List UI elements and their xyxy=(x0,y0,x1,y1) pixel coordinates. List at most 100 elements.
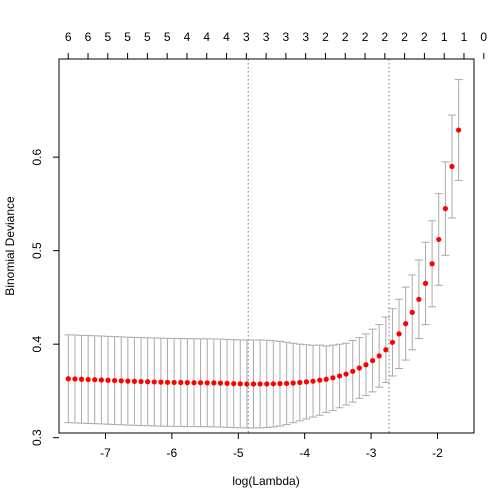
top-tick-label: 3 xyxy=(243,30,250,44)
y-tick-label: 0.3 xyxy=(30,429,44,446)
deviance-point xyxy=(297,379,303,386)
top-tick-label: 5 xyxy=(144,30,151,44)
deviance-point xyxy=(151,379,157,385)
top-tick-label: 6 xyxy=(85,30,92,44)
deviance-point xyxy=(403,321,409,327)
deviance-point xyxy=(303,379,310,385)
deviance-point xyxy=(191,380,197,386)
deviance-point xyxy=(323,376,329,382)
x-tick-label: -2 xyxy=(432,446,443,460)
x-tick-label: -3 xyxy=(366,446,377,460)
deviance-point xyxy=(204,380,210,386)
top-tick-label: 6 xyxy=(65,30,72,44)
deviance-point xyxy=(237,381,243,387)
deviance-point xyxy=(330,375,336,381)
deviance-point xyxy=(224,380,230,386)
top-tick-label: 5 xyxy=(104,30,111,44)
deviance-point xyxy=(310,378,316,384)
top-tick-label: 2 xyxy=(421,30,428,44)
deviance-point xyxy=(389,339,396,345)
deviance-point xyxy=(442,206,448,212)
deviance-point xyxy=(376,353,382,359)
deviance-point xyxy=(164,379,171,385)
deviance-point xyxy=(396,331,402,337)
x-tick-label: -5 xyxy=(233,446,244,460)
top-tick-label: 2 xyxy=(381,30,388,44)
deviance-point xyxy=(111,377,118,384)
deviance-point xyxy=(92,377,98,383)
deviance-point xyxy=(184,380,190,386)
top-tick-label: 4 xyxy=(203,30,210,44)
deviance-point xyxy=(343,371,349,377)
deviance-point xyxy=(257,381,263,387)
top-tick-label: 1 xyxy=(441,30,448,44)
y-axis: 0.3 0.4 0.5 0.6 xyxy=(30,149,59,446)
deviance-point xyxy=(158,379,164,385)
deviance-point xyxy=(211,380,217,386)
deviance-point xyxy=(98,377,104,383)
deviance-point xyxy=(264,381,270,387)
deviance-point xyxy=(422,280,429,286)
deviance-point xyxy=(290,380,296,386)
deviance-point xyxy=(138,378,144,385)
deviance-point xyxy=(118,378,124,384)
deviance-point xyxy=(231,381,237,387)
deviance-point xyxy=(250,381,257,387)
top-tick-label: 2 xyxy=(342,30,349,44)
deviance-point xyxy=(145,379,151,385)
deviance-point xyxy=(416,296,422,302)
deviance-point xyxy=(65,376,71,382)
x-tick-label: -4 xyxy=(299,446,310,460)
top-tick-label: 4 xyxy=(223,30,230,44)
deviance-point xyxy=(244,381,250,387)
y-tick-label: 0.6 xyxy=(30,149,44,166)
deviance-point xyxy=(85,376,91,383)
top-tick-label: 3 xyxy=(302,30,309,44)
top-tick-label: 2 xyxy=(362,30,369,44)
top-tick-label: 2 xyxy=(322,30,329,44)
deviance-point xyxy=(171,379,177,386)
deviance-point xyxy=(178,379,184,386)
x-tick-label: -6 xyxy=(167,446,178,460)
y-tick-label: 0.5 xyxy=(30,242,44,259)
y-axis-label: Binomial Deviance xyxy=(3,196,17,296)
deviance-point xyxy=(131,378,138,384)
y-tick-label: 0.4 xyxy=(30,336,44,353)
deviance-point xyxy=(277,381,283,387)
deviance-point xyxy=(72,376,78,382)
deviance-point xyxy=(270,381,276,387)
x-axis-label: log(Lambda) xyxy=(232,474,299,488)
deviance-point xyxy=(78,376,85,382)
top-tick-label: 1 xyxy=(461,30,468,44)
top-tick-label: 0 xyxy=(480,30,487,44)
deviance-point xyxy=(363,362,369,368)
deviance-point xyxy=(284,380,290,387)
deviance-point xyxy=(449,163,455,170)
top-tick-label: 5 xyxy=(124,30,131,44)
deviance-point xyxy=(429,261,435,267)
deviance-point xyxy=(350,368,356,374)
deviance-point xyxy=(125,378,131,384)
deviance-point xyxy=(217,380,224,386)
top-tick-label: 5 xyxy=(164,30,171,44)
deviance-point xyxy=(436,236,442,243)
x-tick-label: -7 xyxy=(100,446,111,460)
deviance-point xyxy=(383,347,389,353)
top-tick-label: 4 xyxy=(184,30,191,44)
top-tick-label: 3 xyxy=(283,30,290,44)
deviance-point xyxy=(455,127,462,133)
deviance-point xyxy=(370,357,376,364)
top-tick-label: 2 xyxy=(401,30,408,44)
deviance-point xyxy=(105,377,111,383)
x-axis: -7 -6 -5 -4 -3 -2 xyxy=(100,433,443,460)
deviance-point xyxy=(197,380,204,386)
deviance-point xyxy=(336,373,343,379)
deviance-point xyxy=(317,377,323,383)
deviance-points xyxy=(65,127,462,387)
deviance-point xyxy=(409,309,415,315)
top-tick-label: 3 xyxy=(263,30,270,44)
deviance-point xyxy=(356,365,362,371)
